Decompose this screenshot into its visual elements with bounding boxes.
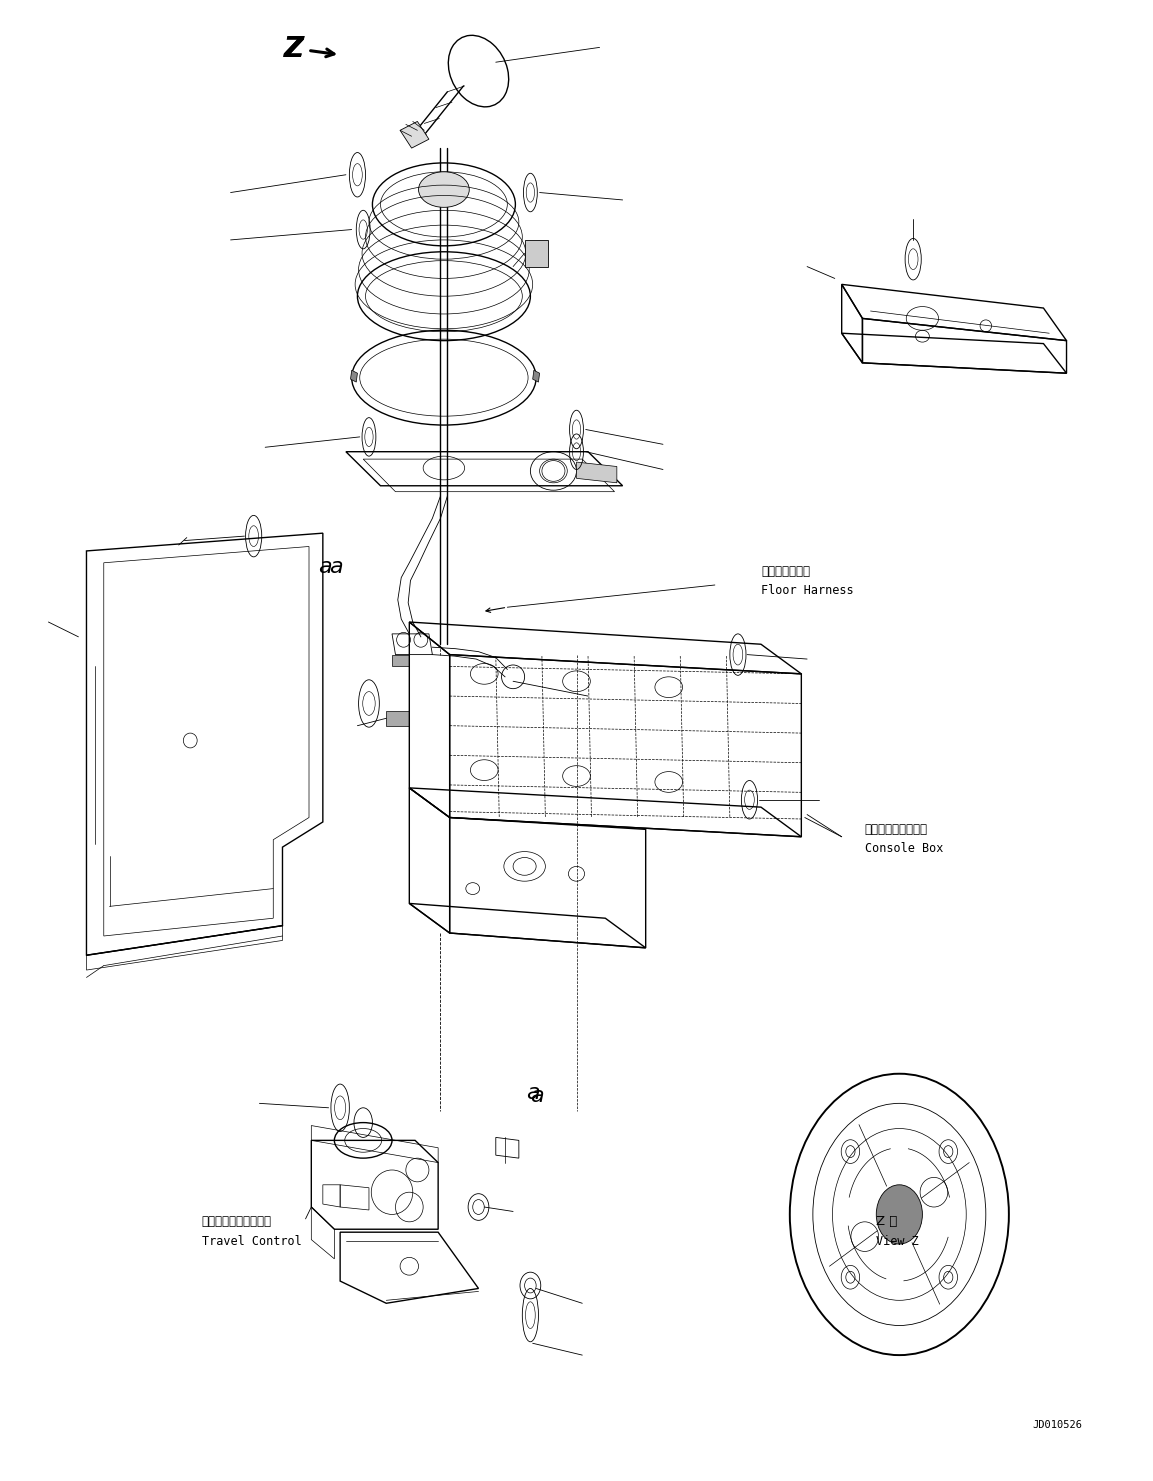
Text: a: a [530, 1086, 544, 1106]
Text: a: a [329, 557, 342, 578]
Polygon shape [392, 655, 409, 666]
Text: Z 視: Z 視 [876, 1216, 898, 1228]
Polygon shape [533, 370, 540, 382]
Text: View Z: View Z [876, 1235, 919, 1247]
Polygon shape [386, 711, 409, 726]
Text: Floor Harness: Floor Harness [761, 585, 853, 597]
Ellipse shape [876, 1185, 922, 1244]
Polygon shape [400, 121, 429, 148]
Text: Z: Z [284, 36, 304, 62]
Text: Travel Control: Travel Control [202, 1235, 302, 1247]
Polygon shape [525, 240, 548, 267]
Text: a: a [318, 557, 332, 578]
Polygon shape [351, 370, 357, 382]
Text: トラベルコントロール: トラベルコントロール [202, 1216, 272, 1228]
Text: Z: Z [284, 36, 304, 62]
Text: フロアハーネス: フロアハーネス [761, 566, 809, 578]
Ellipse shape [419, 172, 469, 207]
Text: コンソールボックス: コンソールボックス [865, 823, 928, 835]
Text: a: a [526, 1083, 540, 1103]
Polygon shape [576, 462, 617, 483]
Text: JD010526: JD010526 [1032, 1420, 1082, 1429]
Text: Console Box: Console Box [865, 843, 943, 855]
